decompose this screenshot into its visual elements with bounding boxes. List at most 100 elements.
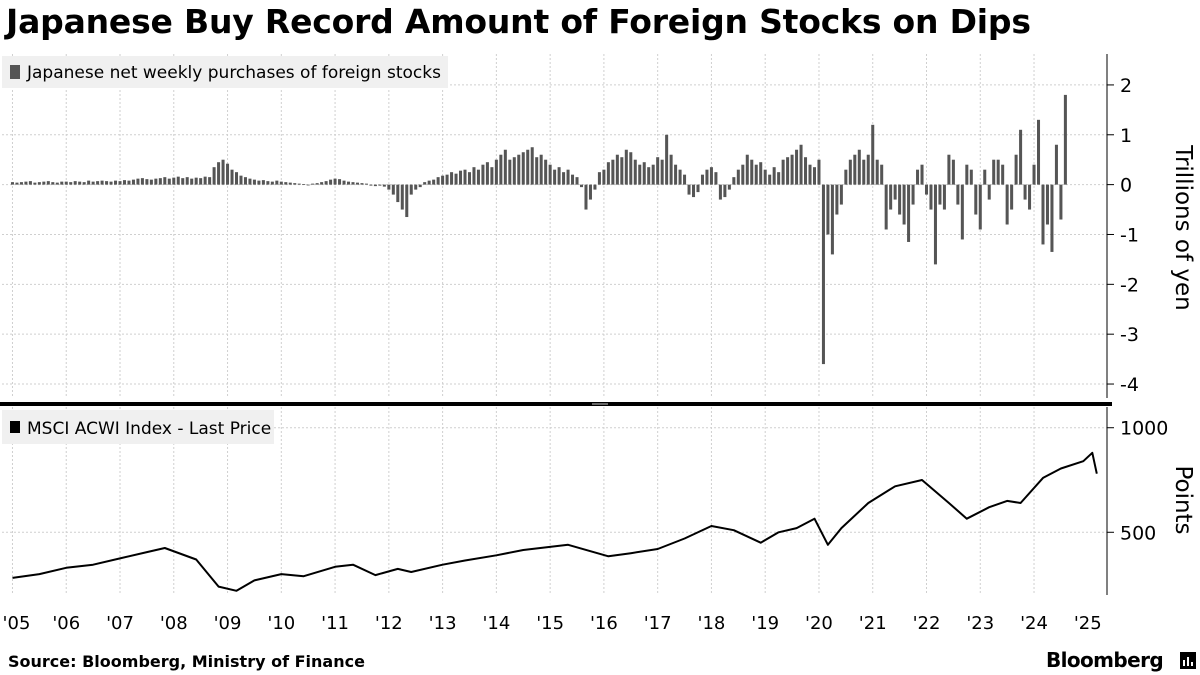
bar (181, 178, 185, 185)
bar (1050, 184, 1054, 252)
y-tick-label: -2 (1120, 274, 1139, 296)
bar (696, 184, 700, 193)
bar (226, 163, 230, 185)
bar (651, 164, 655, 185)
bar (795, 149, 799, 185)
bar (606, 162, 610, 185)
y-tick-label: 500 (1120, 522, 1156, 544)
bar (960, 184, 964, 240)
bar (692, 184, 696, 198)
bar (432, 179, 436, 185)
bar (28, 181, 32, 185)
bar (678, 169, 682, 185)
bar (311, 183, 315, 185)
bar (279, 181, 283, 185)
bar (288, 182, 292, 185)
x-tick-label: '22 (913, 613, 941, 634)
bar (122, 180, 127, 185)
bar (163, 177, 167, 185)
bar (15, 182, 19, 185)
bar (252, 179, 256, 185)
bar (969, 169, 973, 185)
bar (185, 177, 189, 185)
bar (544, 159, 548, 185)
bar (750, 159, 754, 185)
bar (490, 167, 494, 185)
bar (508, 159, 512, 185)
bar (167, 178, 171, 185)
bar (669, 154, 673, 185)
bar (629, 152, 633, 185)
bar (700, 174, 704, 185)
bar (37, 182, 41, 185)
y-tick-label: -3 (1120, 324, 1139, 346)
bar (239, 175, 243, 185)
bar (521, 152, 525, 185)
y-tick-label: -1 (1120, 224, 1139, 246)
bar (400, 184, 404, 210)
y-tick-label: 1 (1120, 125, 1132, 147)
bar (82, 182, 86, 185)
bar (781, 159, 785, 185)
bar (1023, 184, 1027, 200)
bar (158, 178, 162, 185)
bar (880, 164, 884, 185)
bar (566, 169, 570, 185)
bar (911, 184, 915, 205)
bar (459, 170, 463, 185)
bar (907, 184, 911, 242)
bar (812, 167, 817, 185)
bar (1019, 129, 1023, 185)
bar (830, 184, 834, 255)
bar (947, 154, 951, 185)
legend-label-line: MSCI ACWI Index - Last Price (27, 419, 271, 439)
bar (579, 184, 584, 188)
bar (114, 180, 118, 185)
bar (978, 184, 982, 230)
x-tick-label: '10 (267, 613, 295, 634)
bar (714, 172, 718, 185)
bar (512, 157, 516, 185)
bar (69, 182, 73, 185)
bar (1001, 164, 1005, 185)
bar (297, 183, 301, 185)
bar (786, 157, 790, 185)
bar (405, 184, 409, 218)
bar (136, 178, 140, 185)
bar (754, 164, 758, 185)
bar (427, 180, 431, 185)
bar (243, 177, 247, 185)
bar (553, 169, 557, 185)
bar (1054, 144, 1058, 185)
bar (266, 181, 270, 185)
bar (839, 184, 843, 205)
bar (705, 169, 709, 185)
x-tick-label: '05 (3, 613, 31, 634)
bar (965, 164, 969, 185)
bar (808, 164, 812, 185)
bar (772, 167, 776, 185)
bar (454, 173, 458, 185)
legend-swatch-line (10, 421, 20, 433)
bar (535, 157, 539, 185)
x-tick-label: '14 (482, 613, 510, 634)
bar (1010, 184, 1014, 210)
bar (548, 164, 552, 185)
bar (660, 159, 664, 185)
bar (956, 184, 960, 205)
bar (96, 181, 100, 185)
bar (987, 184, 991, 200)
x-tick-label: '24 (1020, 613, 1048, 634)
bar (844, 169, 848, 185)
bar (683, 174, 687, 185)
bar (723, 184, 727, 198)
bar (530, 147, 534, 185)
bar (329, 179, 333, 185)
bar (992, 159, 996, 185)
legend-swatch-bars (10, 65, 20, 79)
bar (611, 159, 615, 185)
bar (131, 179, 135, 185)
bar (333, 178, 337, 185)
grid-layer (2, 54, 1107, 595)
bar (261, 180, 265, 185)
